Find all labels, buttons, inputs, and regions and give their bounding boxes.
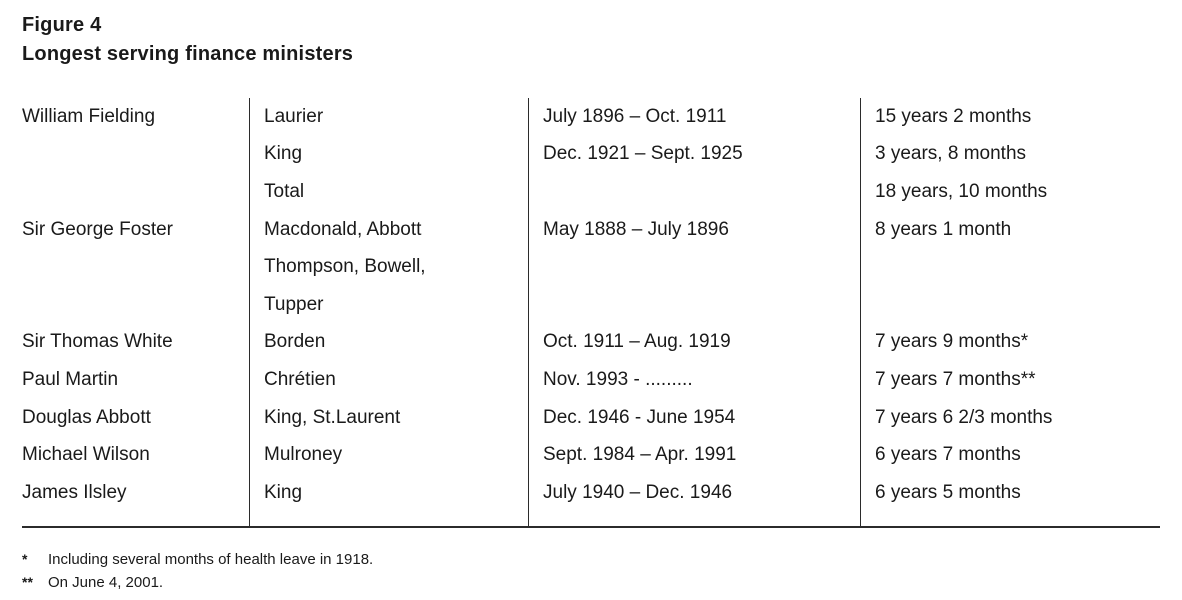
footnotes: * Including several months of health lea… <box>22 548 1160 594</box>
period-cell <box>528 173 860 211</box>
figure-header: Figure 4 Longest serving finance ministe… <box>22 11 1160 69</box>
duration-cell: 7 years 6 2/3 months <box>860 398 1160 437</box>
minister-name-cell: Douglas Abbott <box>22 406 151 428</box>
prime-minister-cell: Tupper <box>249 285 528 324</box>
prime-minister-cell: King <box>249 135 528 174</box>
minister-name-cell: Michael Wilson <box>22 444 150 466</box>
ministers-table: William Fielding Laurier July 1896 – Oct… <box>22 98 1160 528</box>
spacer-cell <box>249 511 528 526</box>
minister-name-cell <box>22 286 249 324</box>
prime-minister-cell: Mulroney <box>249 436 528 474</box>
period-cell: Oct. 1911 – Aug. 1919 <box>528 323 860 362</box>
duration-cell: 18 years, 10 months <box>860 173 1160 211</box>
period-cell: Sept. 1984 – Apr. 1991 <box>528 436 860 474</box>
prime-minister-cell: Macdonald, Abbott <box>249 210 528 249</box>
period-cell <box>528 248 860 286</box>
duration-cell: 6 years 5 months <box>860 473 1160 512</box>
period-cell: July 1896 – Oct. 1911 <box>528 98 860 136</box>
spacer-cell <box>860 511 1160 526</box>
prime-minister-cell: Laurier <box>249 98 528 136</box>
minister-name-cell: William Fielding <box>22 105 156 127</box>
footnote-text: On June 4, 2001. <box>48 573 164 591</box>
period-cell: Nov. 1993 - ......... <box>528 361 860 399</box>
period-cell <box>528 285 860 324</box>
period-cell: May 1888 – July 1896 <box>528 210 860 249</box>
duration-cell: 7 years 9 months* <box>860 323 1160 362</box>
duration-cell: 8 years 1 month <box>860 210 1160 249</box>
footnote-marker: ** <box>22 573 33 590</box>
spacer-cell <box>528 511 860 526</box>
footnote: * Including several months of health lea… <box>22 548 1160 571</box>
duration-cell: 15 years 2 months <box>860 98 1160 136</box>
figure-title: Longest serving finance ministers <box>22 43 354 65</box>
prime-minister-cell: Chrétien <box>249 361 528 399</box>
prime-minister-cell: King <box>249 473 528 512</box>
duration-cell <box>860 285 1160 324</box>
prime-minister-cell: Total <box>249 173 528 211</box>
minister-name-cell <box>22 173 249 211</box>
footnote: ** On June 4, 2001. <box>22 571 1160 594</box>
minister-name-cell: Sir Thomas White <box>22 331 173 353</box>
period-cell: Dec. 1946 - June 1954 <box>528 398 860 437</box>
duration-cell: 7 years 7 months** <box>860 361 1160 399</box>
period-cell: July 1940 – Dec. 1946 <box>528 473 860 512</box>
footnote-marker: * <box>22 550 28 567</box>
prime-minister-cell: King, St.Laurent <box>249 398 528 437</box>
period-cell: Dec. 1921 – Sept. 1925 <box>528 135 860 174</box>
minister-name-cell <box>22 248 249 286</box>
prime-minister-cell: Thompson, Bowell, <box>249 248 528 286</box>
figure-label: Figure 4 <box>22 14 102 36</box>
duration-cell <box>860 248 1160 286</box>
minister-name-cell: Paul Martin <box>22 368 119 390</box>
spacer-cell <box>22 512 249 526</box>
footnote-text: Including several months of health leave… <box>48 550 374 568</box>
prime-minister-cell: Borden <box>249 323 528 362</box>
duration-cell: 6 years 7 months <box>860 436 1160 474</box>
minister-name-cell: Sir George Foster <box>22 218 173 240</box>
duration-cell: 3 years, 8 months <box>860 135 1160 174</box>
minister-name-cell <box>22 136 249 174</box>
minister-name-cell: James Ilsley <box>22 481 127 503</box>
